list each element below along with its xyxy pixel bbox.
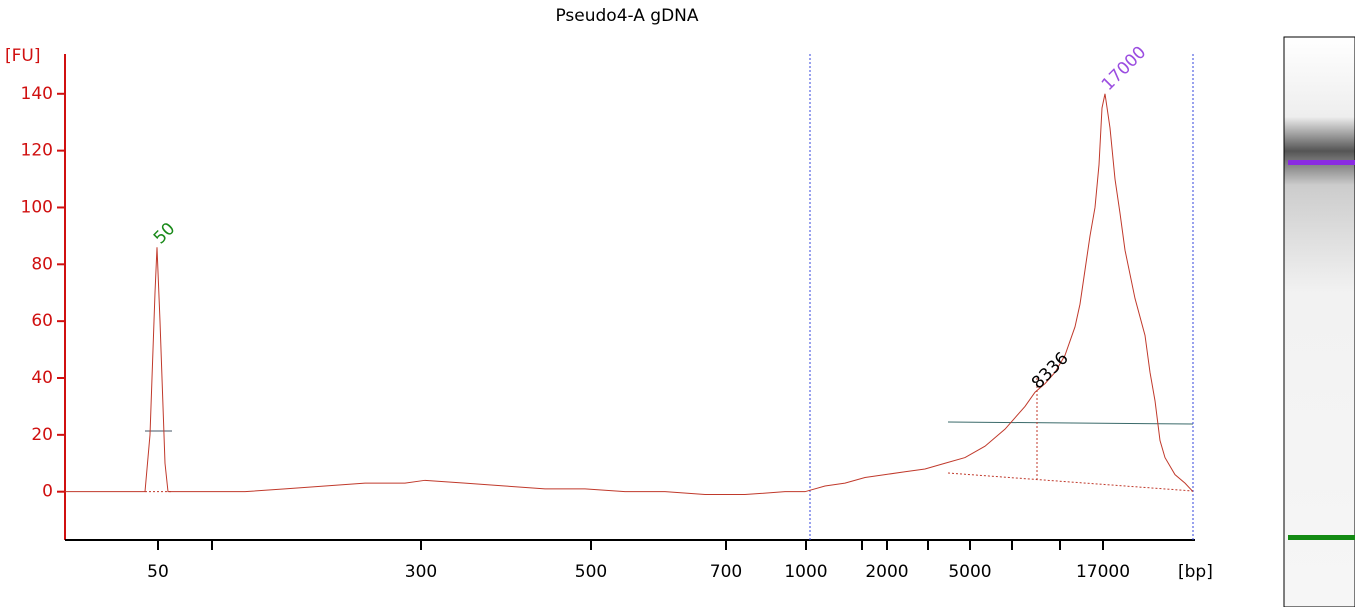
x-tick-label: 300: [405, 562, 437, 582]
y-tick-label: 120: [21, 141, 53, 161]
region-baseline: [947, 472, 1194, 492]
peak-label: 8336: [1028, 349, 1073, 394]
peak-label: 50: [150, 219, 179, 248]
y-tick-label: 80: [31, 254, 53, 274]
x-axis-label: [bp]: [1178, 562, 1213, 582]
y-tick-label: 100: [21, 197, 53, 217]
trace: [65, 93, 1194, 496]
x-tick-label: 2000: [865, 562, 908, 582]
y-tick-label: 60: [31, 311, 53, 331]
peak-label: 17000: [1098, 42, 1150, 94]
gel-band-lower: [1288, 535, 1355, 540]
x-tick-label: 700: [710, 562, 742, 582]
y-tick-label: 40: [31, 368, 53, 388]
x-tick-label: 1000: [784, 562, 827, 582]
chart-title: Pseudo4-A gDNA: [555, 6, 698, 26]
x-tick-label: 5000: [948, 562, 991, 582]
y-axis-label: [FU]: [5, 46, 41, 66]
x-tick-label: 500: [575, 562, 607, 582]
x-tick-label: 50: [147, 562, 169, 582]
gel-band-upper: [1288, 160, 1355, 165]
y-tick-label: 20: [31, 425, 53, 445]
y-tick-label: 140: [21, 84, 53, 104]
x-tick-label: 17000: [1076, 562, 1130, 582]
y-tick-label: 0: [42, 482, 53, 502]
region-level: [947, 421, 1194, 425]
gel-lane: [1283, 36, 1355, 607]
